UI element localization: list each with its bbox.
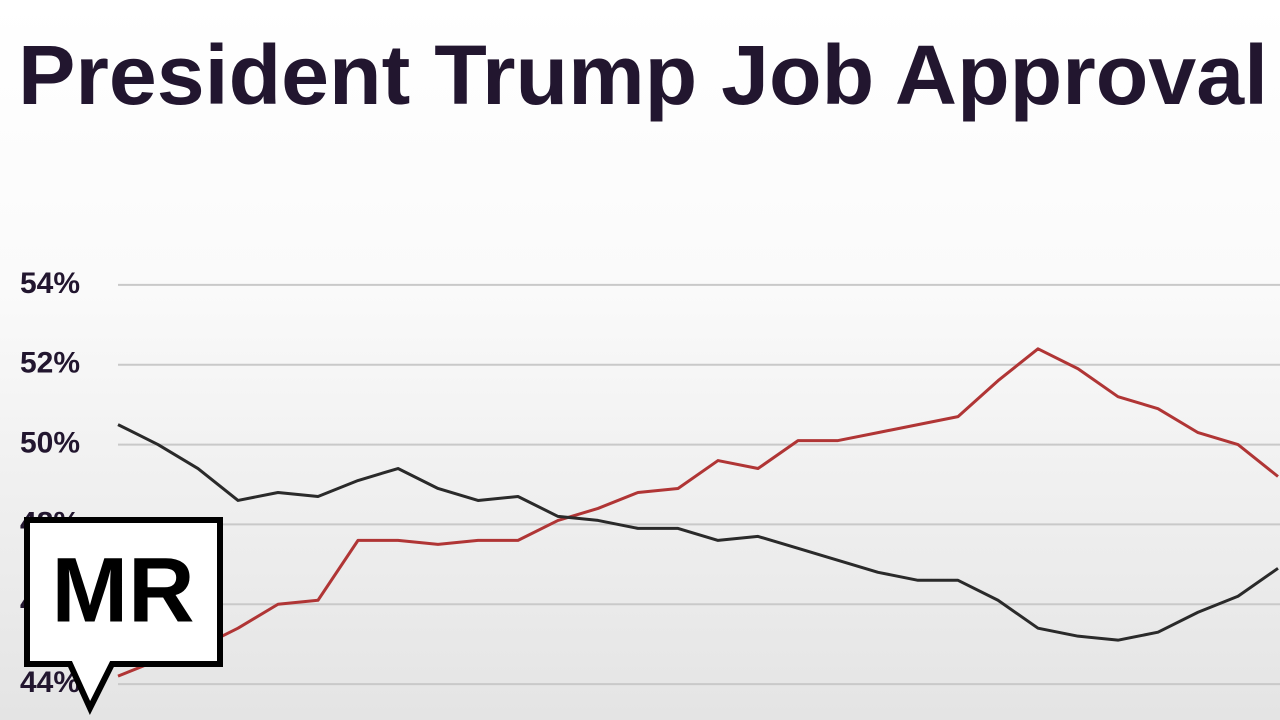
y-tick-label: 44% (20, 666, 80, 699)
y-tick-label: 54% (20, 267, 80, 300)
series-line (117, 423, 1279, 642)
y-tick-label: 52% (20, 347, 80, 380)
y-tick-label: 50% (20, 427, 80, 460)
logo: MR (24, 517, 223, 715)
series-line (117, 347, 1279, 678)
logo-text: MR (51, 539, 194, 641)
chart-title: President Trump Job Approval (18, 28, 1268, 122)
logo-badge (24, 517, 223, 715)
